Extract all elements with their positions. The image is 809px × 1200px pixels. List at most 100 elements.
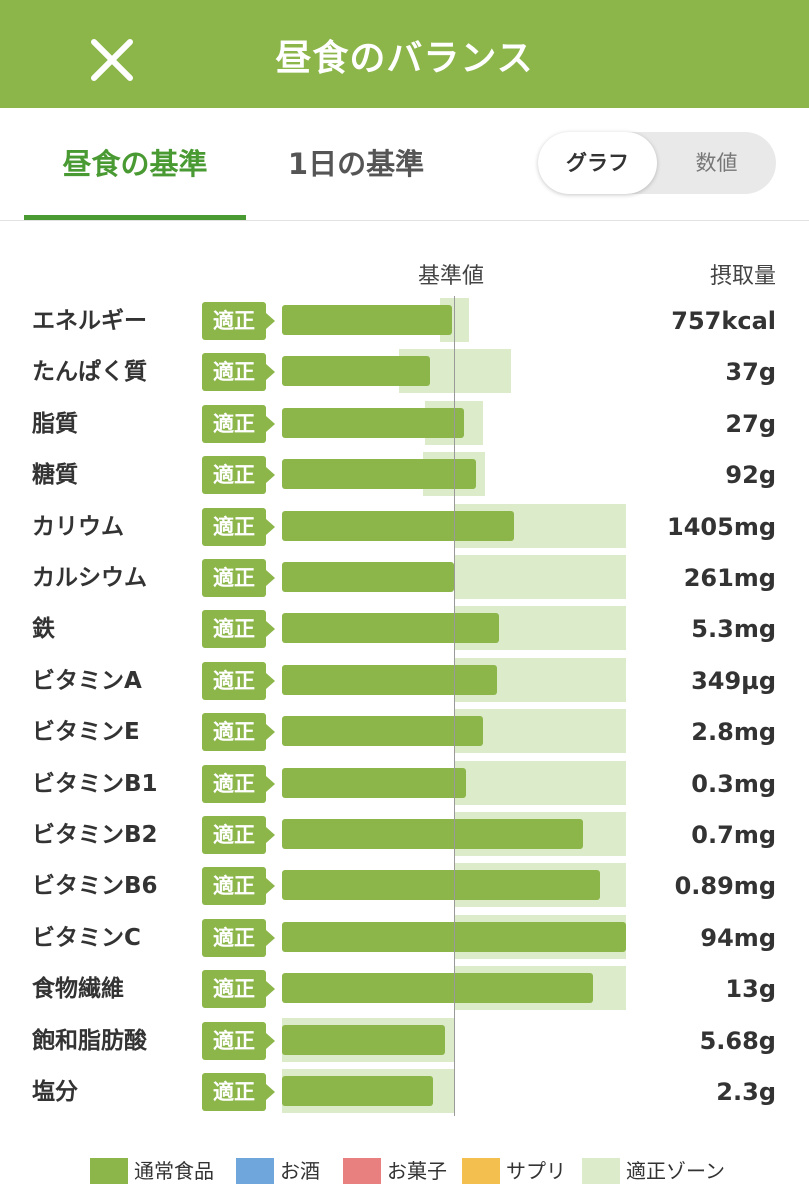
legend-swatch (582, 1158, 620, 1184)
legend: 通常食品 お酒 お菓子 サプリ 適正ゾーン (0, 1154, 809, 1188)
intake-bar (282, 613, 499, 644)
graph-view-button[interactable]: グラフ (538, 132, 657, 194)
page-title: 昼食のバランス (275, 38, 534, 79)
nutrient-name: ビタミンA (32, 667, 142, 694)
status-badge: 適正 (202, 1021, 275, 1060)
intake-bar (282, 767, 467, 798)
intake-column-header: 摂取量 (709, 264, 776, 289)
intake-value: 0.3mg (691, 769, 776, 798)
app-header: 昼食のバランス (0, 0, 809, 108)
nutrient-name: 糖質 (32, 462, 78, 489)
legend-swatch (462, 1158, 500, 1184)
nutrient-name: 飽和脂肪酸 (32, 1027, 147, 1054)
status-badge: 適正 (202, 970, 275, 1009)
status-badge: 適正 (202, 867, 275, 906)
nutrient-name: ビタミンB1 (32, 770, 158, 797)
nutrient-row: 鉄 適正 5.3mg (0, 604, 809, 654)
intake-value: 0.89mg (674, 872, 776, 901)
active-tab-indicator (24, 215, 246, 220)
nutrient-row: ビタミンB6 適正 0.89mg (0, 861, 809, 911)
nutrient-row: ビタミンE 適正 2.8mg (0, 707, 809, 757)
status-badge: 適正 (202, 302, 275, 340)
intake-value: 27g (725, 409, 776, 438)
intake-value: 349µg (691, 666, 776, 695)
legend-swatch (343, 1158, 381, 1184)
reference-column-header: 基準値 (418, 264, 485, 289)
legend-label: お酒 (280, 1159, 320, 1183)
nutrient-row: 糖質 適正 92g (0, 450, 809, 500)
intake-value: 2.8mg (691, 718, 776, 747)
nutrient-name: たんぱく質 (32, 359, 147, 386)
status-badge: 適正 (202, 918, 275, 957)
status-badge: 適正 (202, 661, 275, 700)
close-icon[interactable] (88, 38, 136, 82)
status-badge: 適正 (202, 404, 275, 443)
nutrient-row: 塩分 適正 2.3g (0, 1067, 809, 1117)
nutrient-row: ビタミンB2 適正 0.7mg (0, 810, 809, 860)
nutrient-name: 鉄 (32, 616, 55, 643)
tab-bar: 昼食の基準 1日の基準 (0, 108, 809, 221)
intake-value: 0.7mg (691, 821, 776, 849)
status-badge: 適正 (202, 1073, 275, 1111)
tab-label: 昼食の基準 (62, 147, 208, 181)
nutrient-row: カリウム 適正 1405mg (0, 502, 809, 552)
nutrient-row: 脂質 適正 27g (0, 399, 809, 449)
intake-value: 2.3g (716, 1078, 776, 1106)
view-toggle: グラフ 数値 (538, 132, 776, 194)
nutrient-row: ビタミンB1 適正 0.3mg (0, 759, 809, 809)
nutrient-name: カリウム (32, 513, 124, 540)
number-view-button[interactable]: 数値 (695, 151, 738, 175)
status-badge: 適正 (202, 353, 275, 392)
legend-label: 適正ゾーン (626, 1159, 725, 1183)
legend-swatch (90, 1158, 128, 1184)
tab-lunch-standard[interactable]: 昼食の基準 (24, 108, 246, 220)
intake-value: 757kcal (671, 307, 776, 335)
intake-bar (282, 407, 465, 438)
nutrient-row: 飽和脂肪酸 適正 5.68g (0, 1016, 809, 1066)
nutrient-name: ビタミンB6 (32, 873, 158, 900)
nutrient-name: ビタミンE (32, 719, 140, 746)
intake-value: 261mg (683, 564, 776, 592)
nutrient-name: エネルギー (32, 308, 147, 334)
intake-value: 13g (725, 975, 776, 1004)
nutrient-name: ビタミンB2 (32, 822, 158, 848)
nutrient-name: 塩分 (32, 1079, 78, 1105)
target-zone (454, 555, 626, 599)
nutrient-name: カルシウム (32, 565, 147, 591)
intake-bar (282, 973, 594, 1004)
tab-daily-standard[interactable]: 1日の基準 (260, 108, 452, 218)
intake-value: 37g (725, 358, 776, 387)
status-badge: 適正 (202, 816, 275, 854)
status-badge: 適正 (202, 559, 275, 597)
legend-label: 通常食品 (134, 1159, 214, 1183)
nutrient-row: エネルギー 適正 757kcal (0, 296, 809, 346)
intake-value: 5.3mg (691, 615, 776, 644)
status-badge: 適正 (202, 507, 275, 546)
intake-bar (282, 562, 454, 592)
intake-bar (282, 870, 601, 901)
intake-value: 92g (725, 461, 776, 490)
intake-bar (282, 356, 430, 387)
intake-value: 94mg (700, 923, 776, 952)
intake-bar (282, 819, 583, 849)
intake-bar (282, 664, 497, 695)
legend-label: サプリ (506, 1159, 566, 1183)
status-badge: 適正 (202, 456, 275, 495)
intake-bar (282, 1076, 434, 1106)
nutrient-name: ビタミンC (32, 924, 141, 951)
intake-bar (282, 716, 484, 747)
reference-line (454, 296, 455, 1116)
nutrient-row: ビタミンA 適正 349µg (0, 656, 809, 706)
nutrient-row: カルシウム 適正 261mg (0, 553, 809, 603)
intake-value: 5.68g (699, 1026, 776, 1055)
nutrient-name: 食物繊維 (32, 976, 124, 1003)
tab-label: 1日の基準 (287, 147, 425, 181)
nutrient-name: 脂質 (32, 410, 78, 437)
intake-bar (282, 510, 515, 541)
status-badge: 適正 (202, 713, 275, 752)
legend-label: お菓子 (387, 1159, 447, 1183)
intake-value: 1405mg (667, 512, 776, 541)
legend-swatch (236, 1158, 274, 1184)
status-badge: 適正 (202, 764, 275, 803)
nutrient-row: たんぱく質 適正 37g (0, 347, 809, 397)
